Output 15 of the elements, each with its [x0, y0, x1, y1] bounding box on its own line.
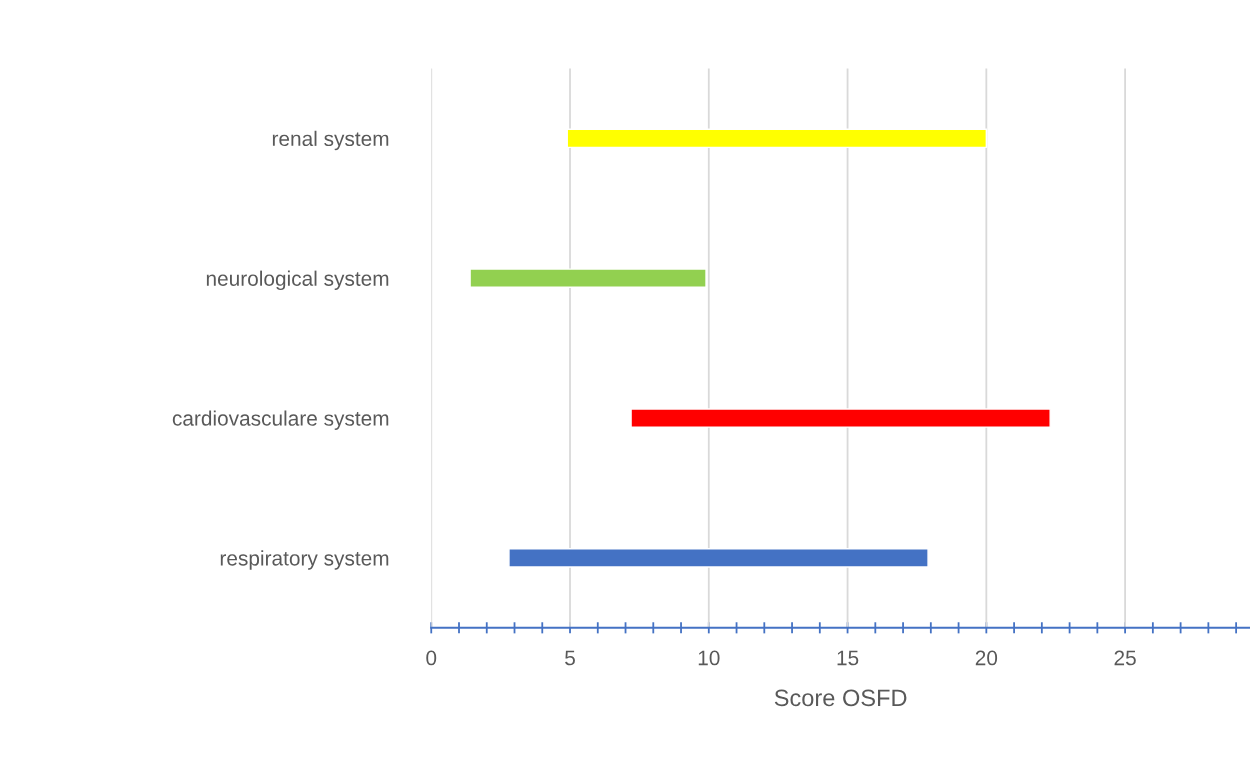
- bar: [469, 268, 707, 288]
- bar: [508, 548, 929, 568]
- x-tick-label: 15: [837, 650, 859, 666]
- y-tick-label: cardiovasculare system: [172, 410, 389, 430]
- bar: [630, 408, 1051, 428]
- x-axis-title: Score OSFD: [774, 689, 907, 707]
- y-tick-label: respiratory system: [220, 550, 389, 570]
- x-tick-label: 25: [1114, 650, 1136, 666]
- x-tick-label: 0: [426, 650, 437, 666]
- y-tick-label: neurological system: [206, 270, 389, 291]
- bar: [566, 128, 988, 149]
- x-tick-label: 10: [698, 650, 720, 666]
- x-tick-label: 5: [565, 650, 575, 666]
- x-tick-label: 20: [975, 650, 998, 666]
- y-tick-label: renal system: [272, 130, 389, 151]
